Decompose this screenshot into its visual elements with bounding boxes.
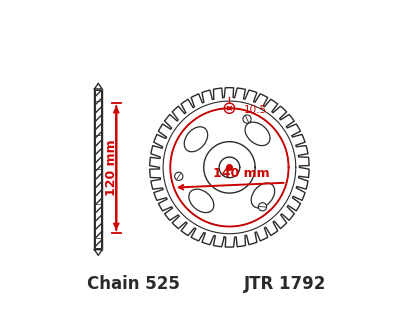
Text: 140 mm: 140 mm [214,167,270,180]
Bar [96,90,101,248]
Polygon shape [94,83,102,89]
Text: Chain 525: Chain 525 [87,276,180,293]
Text: JTR 1792: JTR 1792 [244,276,326,293]
Polygon shape [94,250,102,255]
Circle shape [258,203,267,211]
Circle shape [175,172,183,180]
Circle shape [243,115,251,123]
Text: 120 mm: 120 mm [105,140,118,196]
Bar [94,89,102,250]
Text: 10.5: 10.5 [244,105,267,115]
